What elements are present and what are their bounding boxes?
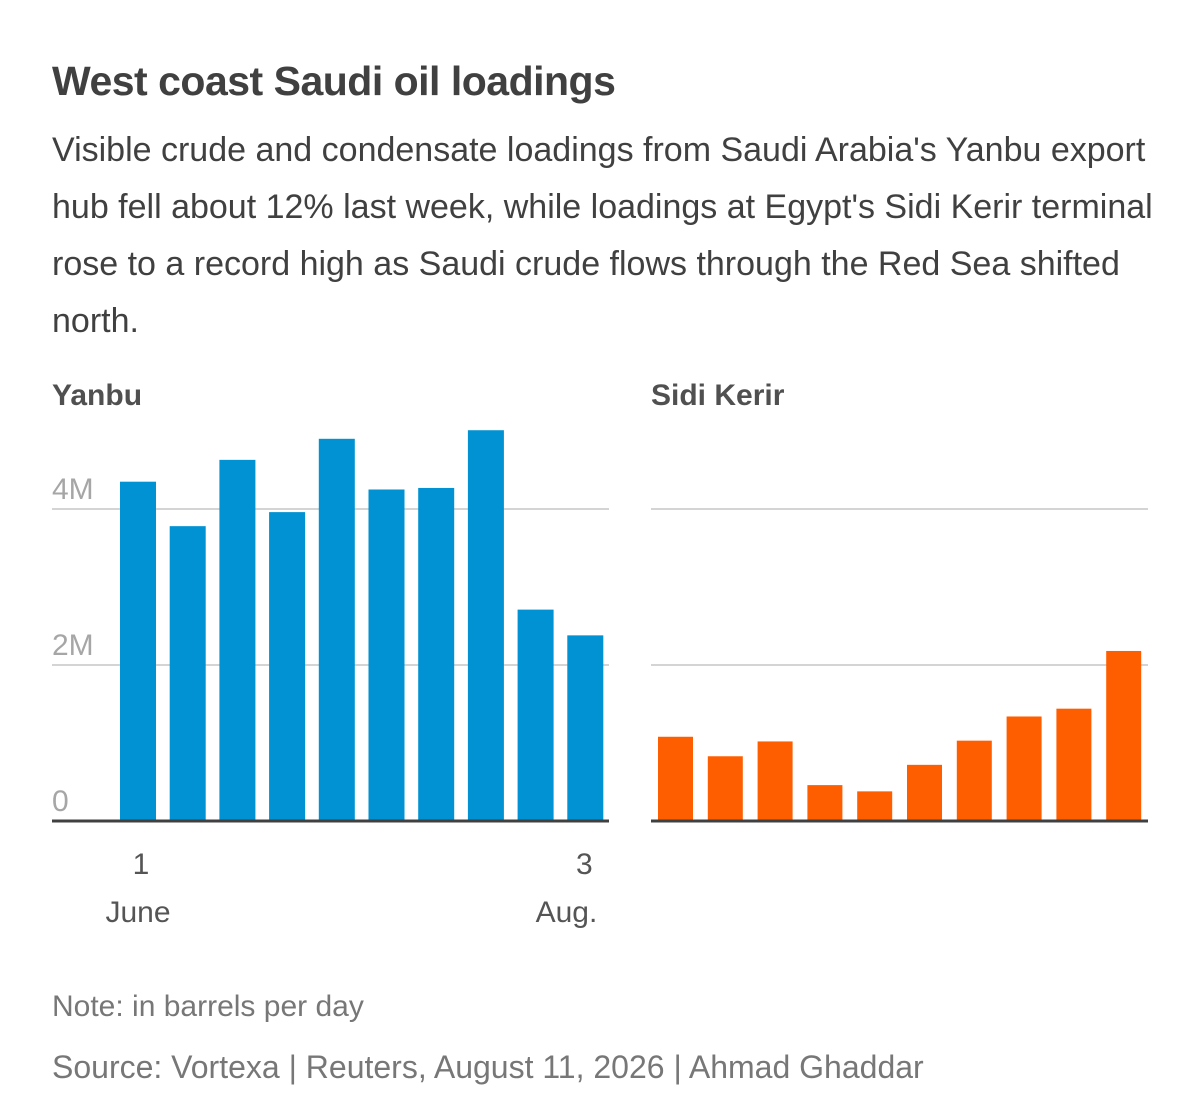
bar [169, 526, 206, 821]
yanbu-panel: 0 2M 4M 1 June 3 Aug. [52, 430, 609, 929]
bar [418, 487, 455, 821]
bar [658, 736, 693, 821]
chart-area: Yanbu Sidi Kerir 0 2M 4M 1 June 3 Aug. [52, 379, 1148, 929]
panel-title-yanbu: Yanbu [52, 379, 142, 412]
bar [1056, 708, 1092, 821]
chart-subtitle: Visible crude and condensate loadings fr… [52, 131, 1153, 340]
chart-title: West coast Saudi oil loadings [52, 58, 616, 104]
x-tick-label: 1 [133, 848, 150, 881]
chart-note: Note: in barrels per day [52, 990, 364, 1023]
bar [269, 512, 306, 821]
bar [907, 764, 942, 821]
bar [807, 785, 843, 821]
bar [318, 438, 355, 821]
y-tick-label: 4M [52, 473, 94, 506]
bar [1106, 650, 1142, 821]
chart-source: Source: Vortexa | Reuters, August 11, 20… [52, 1049, 924, 1085]
x-tick-sublabel: June [105, 896, 170, 929]
bar [956, 740, 992, 821]
x-tick-label: 3 [576, 848, 593, 881]
bar [219, 459, 256, 821]
y-tick-label: 2M [52, 629, 94, 662]
bar [467, 430, 504, 821]
bar [857, 791, 893, 821]
bar [567, 635, 604, 821]
bar [1006, 716, 1042, 821]
panel-title-sidi-kerir: Sidi Kerir [651, 379, 785, 412]
x-tick-sublabel: Aug. [536, 896, 598, 929]
bar [368, 489, 405, 821]
bar [707, 756, 743, 821]
y-tick-label: 0 [52, 785, 69, 818]
bar [517, 609, 554, 821]
bar [120, 481, 156, 821]
sidi-kerir-panel [651, 508, 1148, 823]
bar [757, 741, 793, 821]
